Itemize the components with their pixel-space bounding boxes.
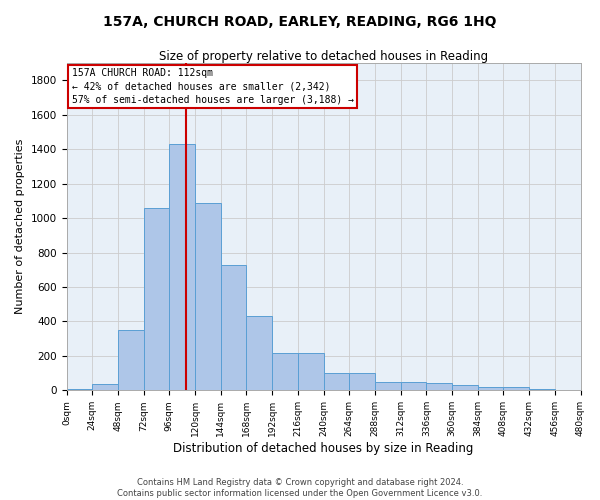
Bar [247,316,272,390]
Bar [195,202,221,390]
Bar [503,387,529,390]
Bar [169,144,195,390]
Bar [67,388,92,390]
Bar [452,385,478,390]
Y-axis label: Number of detached properties: Number of detached properties [15,139,25,314]
Bar [478,387,503,390]
Title: Size of property relative to detached houses in Reading: Size of property relative to detached ho… [159,50,488,63]
Bar [118,330,143,390]
Text: 157A CHURCH ROAD: 112sqm
← 42% of detached houses are smaller (2,342)
57% of sem: 157A CHURCH ROAD: 112sqm ← 42% of detach… [72,68,354,104]
Bar [272,354,298,391]
Bar [92,384,118,390]
Bar [323,373,349,390]
Bar [221,264,247,390]
Bar [427,384,452,390]
Bar [349,373,375,390]
Bar [298,354,323,391]
Bar [143,208,169,390]
Bar [375,382,401,390]
X-axis label: Distribution of detached houses by size in Reading: Distribution of detached houses by size … [173,442,474,455]
Text: 157A, CHURCH ROAD, EARLEY, READING, RG6 1HQ: 157A, CHURCH ROAD, EARLEY, READING, RG6 … [103,15,497,29]
Bar [401,382,427,390]
Text: Contains HM Land Registry data © Crown copyright and database right 2024.
Contai: Contains HM Land Registry data © Crown c… [118,478,482,498]
